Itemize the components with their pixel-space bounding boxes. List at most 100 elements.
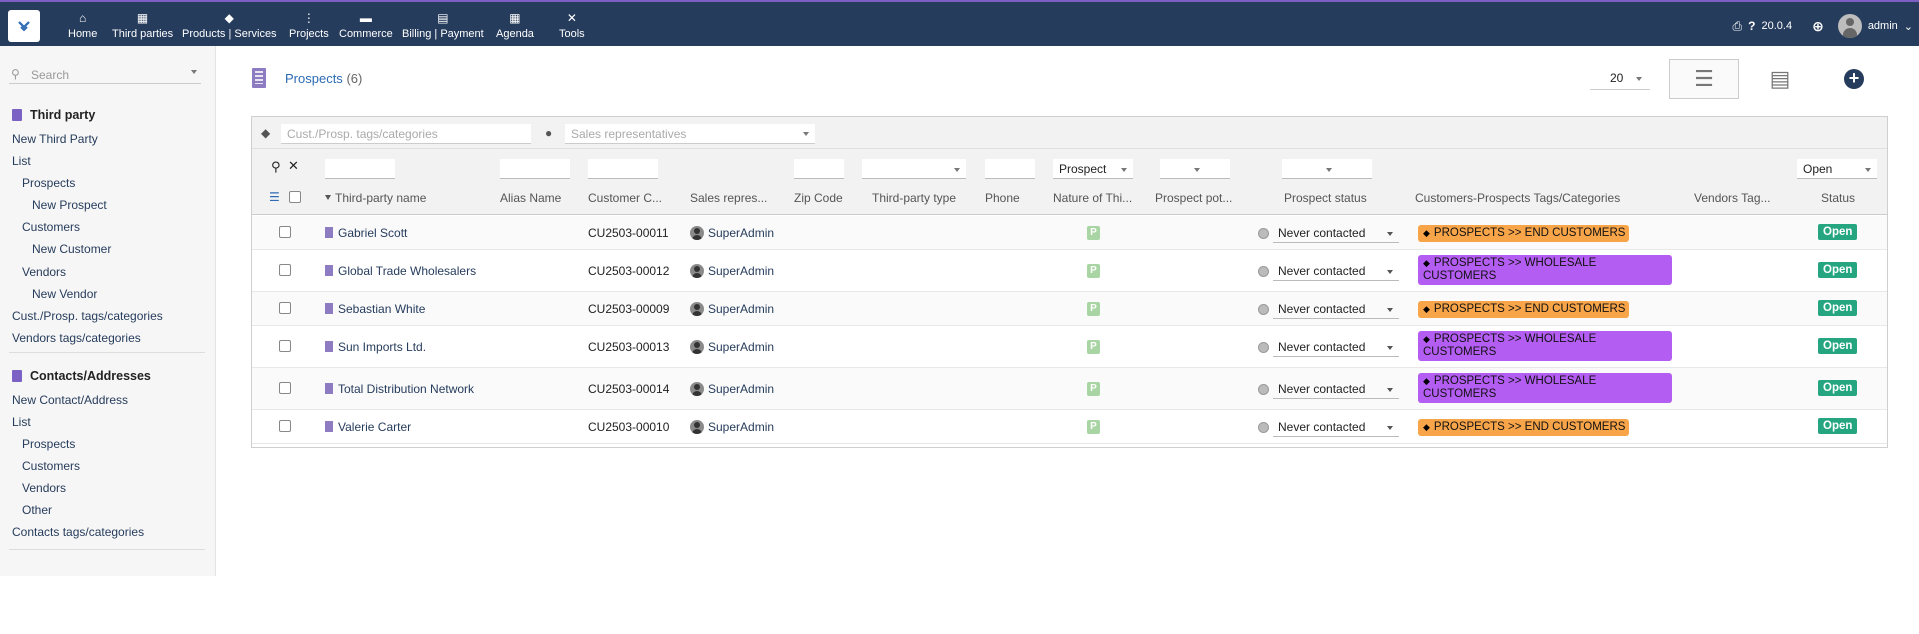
sidebar-contacts-title[interactable]: Contacts/Addresses: [12, 369, 151, 383]
third-party-name[interactable]: Sebastian White: [325, 302, 425, 316]
sidebar-tp-item-7[interactable]: New Vendor: [32, 287, 97, 301]
col-prospect-status[interactable]: Prospect status: [1284, 191, 1367, 205]
col-potential[interactable]: Prospect pot...: [1155, 191, 1233, 205]
tags-filter-input[interactable]: ◆ Cust./Prosp. tags/categories: [261, 124, 531, 144]
sidebar-ct-item-5[interactable]: Other: [22, 503, 52, 517]
col-zip[interactable]: Zip Code: [794, 191, 843, 205]
col-type[interactable]: Third-party type: [872, 191, 957, 205]
filter-code[interactable]: [588, 159, 658, 179]
table-row[interactable]: Total Distribution Network CU2503-00014 Su…: [252, 368, 1887, 410]
col-code[interactable]: Customer C...: [588, 191, 663, 205]
sidebar-search[interactable]: ⚲ Search: [9, 66, 201, 84]
column-select-icon[interactable]: ☰: [269, 190, 280, 204]
sidebar-tp-item-1[interactable]: List: [12, 154, 31, 168]
sales-rep[interactable]: SuperAdmin: [690, 420, 774, 434]
nav-third-parties[interactable]: ▦ Third parties: [112, 10, 173, 52]
sidebar-tp-item-0[interactable]: New Third Party: [12, 132, 98, 146]
prospect-status-select[interactable]: Never contacted: [1273, 337, 1399, 357]
row-checkbox[interactable]: [279, 382, 291, 394]
third-party-name[interactable]: Gabriel Scott: [325, 226, 407, 240]
sales-rep[interactable]: SuperAdmin: [690, 302, 774, 316]
customer-tag[interactable]: PROSPECTS >> END CUSTOMERS: [1418, 301, 1630, 318]
third-party-name[interactable]: Total Distribution Network: [325, 382, 474, 396]
prospect-status-select[interactable]: Never contacted: [1273, 417, 1399, 437]
col-cust-tags[interactable]: Customers-Prospects Tags/Categories: [1415, 191, 1621, 205]
sidebar-tp-item-4[interactable]: Customers: [22, 220, 80, 234]
prospect-status-select[interactable]: Never contacted: [1273, 261, 1399, 281]
table-row[interactable]: Valerie Carter CU2503-00010 SuperAdmin P Nev…: [252, 410, 1887, 444]
row-checkbox[interactable]: [279, 264, 291, 276]
print-icon[interactable]: ⎙: [1732, 18, 1743, 33]
sidebar-ct-item-3[interactable]: Customers: [22, 459, 80, 473]
sidebar-tp-item-3[interactable]: New Prospect: [32, 198, 107, 212]
sidebar-ct-item-6[interactable]: Contacts tags/categories: [12, 525, 144, 539]
help-icon[interactable]: ?: [1748, 19, 1756, 33]
customer-tag[interactable]: PROSPECTS >> WHOLESALE CUSTOMERS: [1418, 255, 1672, 285]
list-view-button[interactable]: ☰: [1669, 59, 1739, 99]
nav-products-services[interactable]: ◆ Products | Services: [182, 10, 277, 40]
nav-tools[interactable]: ✕ Tools: [559, 10, 585, 40]
customer-tag[interactable]: PROSPECTS >> WHOLESALE CUSTOMERS: [1418, 373, 1672, 403]
sidebar-ct-item-2[interactable]: Prospects: [22, 437, 75, 451]
search-filter-icon[interactable]: ⚲: [271, 159, 281, 174]
filter-alias[interactable]: [500, 159, 570, 179]
col-nature[interactable]: Nature of Thi...: [1053, 191, 1133, 205]
col-phone[interactable]: Phone: [985, 191, 1020, 205]
kanban-view-button[interactable]: ▤: [1745, 59, 1815, 99]
sidebar-ct-item-4[interactable]: Vendors: [22, 481, 66, 495]
prospect-status-select[interactable]: Never contacted: [1273, 223, 1399, 243]
col-alias[interactable]: Alias Name: [500, 191, 562, 205]
table-row[interactable]: Global Trade Wholesalers CU2503-00012 Supe…: [252, 250, 1887, 292]
row-checkbox[interactable]: [279, 302, 291, 314]
filter-phone[interactable]: [985, 159, 1035, 179]
filter-status[interactable]: Open: [1797, 159, 1877, 179]
page-size-select[interactable]: 20: [1590, 66, 1650, 90]
col-name[interactable]: Third-party name: [325, 191, 426, 205]
third-party-name[interactable]: Valerie Carter: [325, 420, 411, 434]
filter-type[interactable]: [862, 159, 966, 179]
sidebar-tp-item-8[interactable]: Cust./Prosp. tags/categories: [12, 309, 163, 323]
sidebar-ct-item-0[interactable]: New Contact/Address: [12, 393, 128, 407]
prospect-status-select[interactable]: Never contacted: [1273, 299, 1399, 319]
new-prospect-button[interactable]: +: [1844, 69, 1864, 89]
sales-rep[interactable]: SuperAdmin: [690, 340, 774, 354]
select-all-checkbox[interactable]: [289, 191, 301, 203]
sidebar-ct-item-1[interactable]: List: [12, 415, 31, 429]
user-name[interactable]: admin: [1867, 20, 1898, 32]
user-menu-chevron-icon[interactable]: ⌄: [1903, 20, 1913, 33]
clear-filter-icon[interactable]: ✕: [288, 158, 299, 173]
col-status[interactable]: Status: [1821, 191, 1856, 205]
table-row[interactable]: Sebastian White CU2503-00009 SuperAdmin P Ne…: [252, 292, 1887, 326]
nav-agenda[interactable]: ▦ Agenda: [496, 10, 534, 40]
nav-commerce[interactable]: ▬ Commerce: [339, 10, 393, 40]
user-avatar[interactable]: [1837, 14, 1862, 38]
sidebar-tp-item-2[interactable]: Prospects: [22, 176, 75, 190]
sidebar-tp-item-6[interactable]: Vendors: [22, 265, 66, 279]
row-checkbox[interactable]: [279, 340, 291, 352]
customer-tag[interactable]: PROSPECTS >> END CUSTOMERS: [1418, 419, 1630, 436]
quick-add-icon[interactable]: ⊕: [1812, 17, 1824, 34]
nav-projects[interactable]: ⋮ Projects: [289, 10, 329, 40]
sales-rep[interactable]: SuperAdmin: [690, 264, 774, 278]
col-sales[interactable]: Sales repres...: [690, 191, 768, 205]
prospect-status-select[interactable]: Never contacted: [1273, 379, 1399, 399]
filter-nature[interactable]: Prospect: [1053, 159, 1133, 179]
sales-rep-filter[interactable]: ● Sales representatives: [545, 124, 815, 144]
table-row[interactable]: Sun Imports Ltd. CU2503-00013 SuperAdmin P N…: [252, 326, 1887, 368]
customer-tag[interactable]: PROSPECTS >> END CUSTOMERS: [1418, 225, 1630, 242]
sidebar-tp-item-5[interactable]: New Customer: [32, 242, 111, 256]
sidebar-third-party-title[interactable]: Third party: [12, 108, 95, 122]
filter-zip[interactable]: [794, 159, 844, 179]
sales-rep[interactable]: SuperAdmin: [690, 382, 774, 396]
col-vendor-tags[interactable]: Vendors Tag...: [1694, 191, 1771, 205]
sales-rep[interactable]: SuperAdmin: [690, 226, 774, 240]
third-party-name[interactable]: Sun Imports Ltd.: [325, 340, 426, 354]
row-checkbox[interactable]: [279, 226, 291, 238]
filter-name[interactable]: [325, 159, 395, 179]
sidebar-tp-item-9[interactable]: Vendors tags/categories: [12, 331, 141, 345]
filter-potential[interactable]: [1160, 159, 1230, 179]
nav-home[interactable]: ⌂ Home: [68, 10, 97, 40]
third-party-name[interactable]: Global Trade Wholesalers: [325, 264, 476, 278]
filter-prospect-status[interactable]: [1282, 159, 1372, 179]
app-logo[interactable]: [8, 10, 40, 42]
